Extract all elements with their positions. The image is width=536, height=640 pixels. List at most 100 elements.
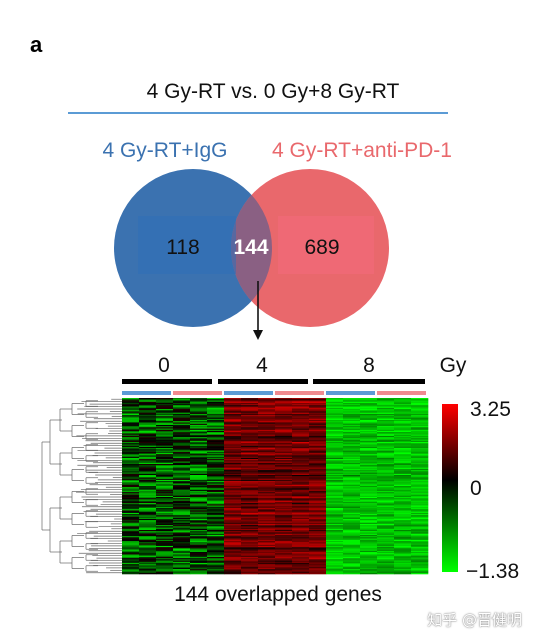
heatmap-cell xyxy=(360,559,378,561)
heatmap-cell xyxy=(207,498,225,500)
heatmap-cell xyxy=(292,543,310,545)
heatmap-cell xyxy=(190,542,208,544)
heatmap-cell xyxy=(411,401,429,404)
heatmap-cell xyxy=(207,566,225,569)
heatmap-cell xyxy=(360,454,378,456)
heatmap-cell xyxy=(343,410,361,412)
heatmap-cell xyxy=(207,411,225,413)
heatmap-cell xyxy=(241,538,259,541)
heatmap-cell xyxy=(309,448,327,450)
heatmap-cell xyxy=(343,521,361,523)
heatmap-cell xyxy=(275,552,293,554)
heatmap-cell xyxy=(326,427,344,429)
heatmap-cell xyxy=(360,411,378,413)
heatmap-cell xyxy=(411,454,429,456)
heatmap-cell xyxy=(411,437,429,439)
heatmap-cell xyxy=(190,537,208,539)
venn-arrow-head xyxy=(253,330,263,340)
heatmap-cell xyxy=(139,440,157,443)
heatmap-cell xyxy=(326,522,344,525)
heatmap-cell xyxy=(258,455,276,457)
heatmap-cell xyxy=(326,499,344,501)
treatment-bar-anti-pd1 xyxy=(275,391,324,395)
heatmap-cell xyxy=(156,464,174,466)
heatmap-cell xyxy=(377,411,395,413)
heatmap-cell xyxy=(190,500,208,503)
heatmap-cell xyxy=(122,533,140,536)
heatmap-cell xyxy=(122,520,140,522)
heatmap-cell xyxy=(139,534,157,537)
heatmap-cell xyxy=(173,483,191,486)
heatmap-cell xyxy=(156,534,174,537)
heatmap-cell xyxy=(156,492,174,494)
heatmap-cell xyxy=(122,471,140,473)
heatmap-cell xyxy=(258,459,276,461)
heatmap-cell xyxy=(156,561,174,564)
heatmap-cell xyxy=(156,465,174,467)
heatmap-cell xyxy=(139,473,157,476)
heatmap-cell xyxy=(292,468,310,471)
heatmap-cell xyxy=(309,424,327,427)
heatmap-cell xyxy=(326,464,344,466)
heatmap-cell xyxy=(377,553,395,555)
heatmap-cell xyxy=(173,413,191,416)
heatmap-cell xyxy=(173,407,191,410)
heatmap-cell xyxy=(241,440,259,443)
heatmap-cell xyxy=(122,417,140,420)
heatmap-cell xyxy=(139,523,157,526)
heatmap-cell xyxy=(326,542,344,544)
heatmap-cell xyxy=(122,464,140,466)
heatmap-cell xyxy=(292,489,310,492)
heatmap-cell xyxy=(173,440,191,443)
heatmap-cell xyxy=(190,423,208,426)
heatmap-cell xyxy=(394,422,412,424)
heatmap-cell xyxy=(326,398,344,400)
heatmap-cell xyxy=(275,514,293,516)
heatmap-cell xyxy=(377,569,395,571)
heatmap-cell xyxy=(309,565,327,567)
heatmap-cell xyxy=(207,486,225,488)
heatmap-cell xyxy=(224,426,242,428)
heatmap-cell xyxy=(292,493,310,495)
heatmap-cell xyxy=(360,426,378,428)
heatmap-cell xyxy=(224,543,242,545)
heatmap-cell xyxy=(377,488,395,490)
heatmap-cell xyxy=(292,503,310,505)
heatmap-cell xyxy=(326,532,344,534)
heatmap-cell xyxy=(411,412,429,415)
heatmap-cell xyxy=(326,515,344,517)
heatmap-cell xyxy=(292,508,310,510)
heatmap-cell xyxy=(309,460,327,462)
heatmap-cell xyxy=(292,506,310,509)
heatmap-cell xyxy=(258,456,276,459)
heatmap-cell xyxy=(343,413,361,416)
heatmap-cell xyxy=(241,415,259,417)
heatmap-cell xyxy=(377,461,395,464)
heatmap-cell xyxy=(326,455,344,457)
heatmap-cell xyxy=(394,530,412,532)
heatmap-cell xyxy=(224,462,242,465)
heatmap-cell xyxy=(190,493,208,495)
heatmap-cell xyxy=(326,433,344,435)
heatmap-cell xyxy=(394,445,412,448)
heatmap-cell xyxy=(190,451,208,454)
heatmap-cell xyxy=(343,493,361,495)
heatmap-cell xyxy=(241,398,259,400)
heatmap-cell xyxy=(207,445,225,448)
heatmap-cell xyxy=(377,559,395,561)
heatmap-cell xyxy=(411,520,429,522)
heatmap-cell xyxy=(241,433,259,435)
heatmap-cell xyxy=(326,456,344,459)
heatmap-cell xyxy=(309,453,327,455)
heatmap-cell xyxy=(156,462,174,465)
heatmap-cell xyxy=(411,500,429,503)
heatmap-cell xyxy=(411,450,429,453)
heatmap-cell xyxy=(309,511,327,514)
heatmap-cell xyxy=(377,470,395,472)
heatmap-cell xyxy=(292,545,310,548)
heatmap-cell xyxy=(275,431,293,433)
heatmap-cell xyxy=(207,437,225,439)
heatmap-cell xyxy=(309,545,327,548)
heatmap-cell xyxy=(224,451,242,454)
heatmap-cell xyxy=(156,450,174,453)
